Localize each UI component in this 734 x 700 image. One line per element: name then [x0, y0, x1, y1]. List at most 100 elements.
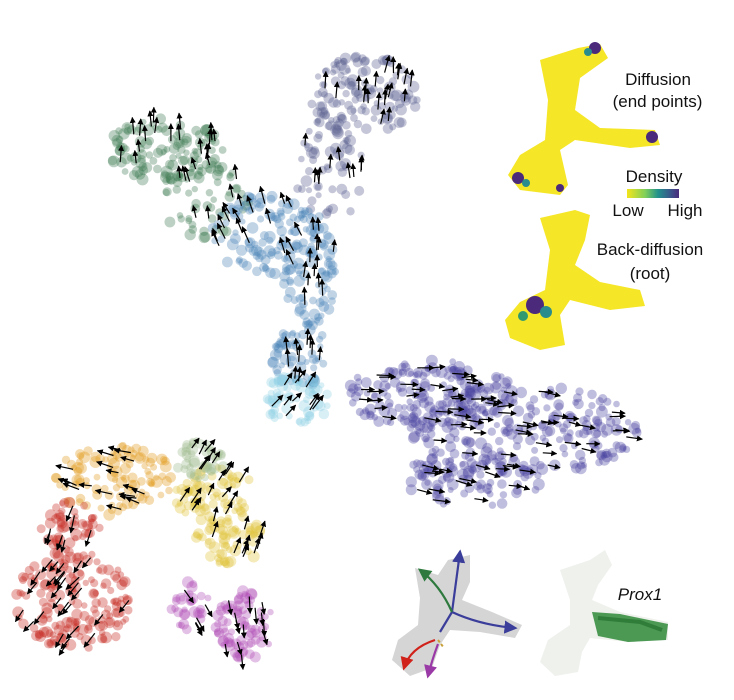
cell-point — [175, 592, 188, 605]
cell-point — [318, 382, 325, 389]
cell-point — [199, 231, 211, 243]
velocity-arrow — [190, 487, 202, 504]
cell-point — [315, 101, 326, 112]
cell-point — [494, 461, 506, 473]
cell-point — [262, 265, 270, 273]
cell-point — [273, 348, 283, 358]
cell-point — [212, 169, 223, 181]
cell-point — [81, 602, 88, 609]
cell-point — [421, 433, 431, 443]
cell-point — [307, 318, 315, 326]
cell-point — [305, 127, 313, 135]
cell-point — [181, 446, 191, 457]
cell-point — [397, 387, 408, 397]
cell-point — [381, 112, 394, 125]
velocity-arrow — [285, 404, 297, 417]
cell-point — [68, 571, 76, 579]
cell-point — [216, 162, 228, 173]
cell-point — [401, 74, 411, 85]
velocity-arrow — [315, 272, 322, 288]
cell-point — [171, 604, 179, 613]
cell-point — [475, 437, 487, 450]
cell-point — [172, 185, 181, 194]
velocity-arrow — [465, 377, 479, 383]
velocity-arrow — [291, 392, 303, 402]
cell-point — [308, 320, 318, 331]
cell-point — [492, 381, 501, 390]
velocity-arrow — [564, 440, 582, 447]
cell-point — [180, 155, 190, 165]
cell-point — [342, 137, 349, 144]
cell-point — [217, 549, 228, 560]
cell-point — [226, 238, 239, 251]
cell-point — [215, 605, 227, 616]
cell-point — [56, 518, 66, 528]
velocity-arrow — [581, 447, 597, 454]
cell-point — [218, 146, 227, 154]
cell-point — [100, 578, 112, 589]
cell-point — [146, 452, 158, 464]
cell-point — [244, 475, 254, 485]
cell-point — [178, 621, 185, 629]
cell-point — [387, 408, 398, 419]
cell-point — [82, 520, 93, 532]
cell-point — [413, 370, 422, 379]
cell-point — [134, 452, 147, 464]
cell-point — [142, 456, 150, 464]
cell-point — [361, 56, 370, 66]
cell-point — [160, 165, 173, 178]
cell-point — [587, 389, 597, 400]
cell-point — [350, 87, 361, 98]
cell-point — [231, 607, 243, 619]
cell-point — [308, 308, 320, 320]
cell-point — [165, 171, 174, 181]
cell-point — [449, 448, 460, 459]
cell-point — [323, 304, 335, 315]
cell-point — [158, 472, 167, 481]
velocity-arrow — [118, 600, 130, 613]
cell-point — [274, 219, 284, 229]
cell-point — [76, 452, 85, 460]
velocity-arrow — [283, 372, 293, 386]
cell-point — [209, 160, 217, 168]
cell-point — [395, 103, 407, 116]
cell-point — [63, 497, 71, 505]
cell-point — [317, 222, 329, 234]
cell-point — [511, 487, 522, 499]
cell-point — [222, 556, 234, 569]
cell-point — [136, 173, 149, 186]
cell-point — [601, 430, 608, 438]
cell-point — [290, 296, 299, 305]
cell-point — [594, 441, 603, 450]
cell-point — [335, 118, 344, 127]
cell-point — [301, 209, 309, 218]
velocity-arrow — [626, 435, 643, 442]
cell-point — [248, 246, 259, 256]
cell-point — [354, 386, 364, 397]
cell-point — [186, 468, 196, 478]
velocity-arrow — [227, 600, 234, 616]
cell-point — [305, 255, 318, 268]
cell-point — [72, 598, 83, 609]
cell-point — [82, 579, 90, 587]
velocity-arrow — [58, 643, 68, 656]
cell-point — [341, 143, 353, 154]
cell-point — [268, 378, 279, 389]
cell-point — [341, 190, 351, 199]
velocity-arrow — [486, 398, 503, 405]
cell-point — [264, 395, 274, 405]
cell-point — [245, 530, 256, 541]
cell-point — [287, 351, 297, 362]
cell-point — [371, 59, 382, 69]
cell-point — [234, 527, 242, 535]
velocity-arrow — [224, 501, 233, 515]
cell-point — [327, 268, 337, 279]
cell-point — [278, 329, 288, 339]
cell-point — [286, 276, 294, 285]
velocity-arrow — [542, 450, 558, 457]
cell-point — [232, 229, 239, 236]
velocity-arrow — [65, 505, 74, 522]
cell-point — [300, 215, 308, 224]
cell-point — [309, 377, 319, 388]
cell-point — [214, 627, 225, 638]
